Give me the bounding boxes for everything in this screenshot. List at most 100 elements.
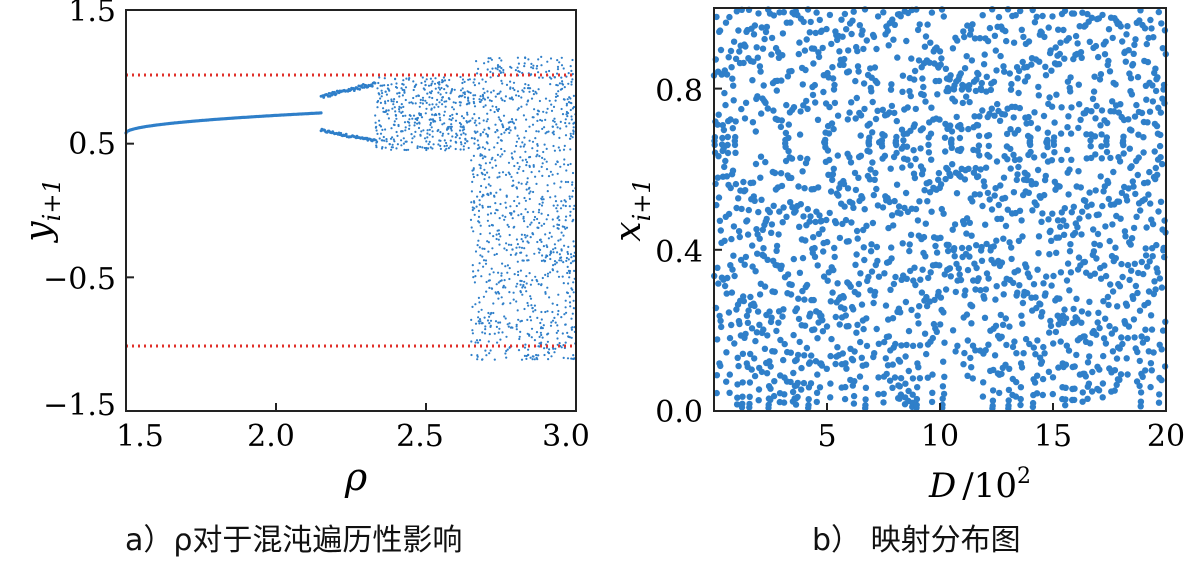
data-point (478, 98, 481, 101)
data-point (502, 286, 505, 289)
data-point (496, 92, 499, 96)
data-point (807, 310, 814, 317)
data-point (1147, 312, 1155, 319)
data-point (714, 121, 721, 128)
data-point (1053, 91, 1060, 98)
data-point (924, 21, 931, 28)
data-point (552, 119, 555, 122)
data-point (1034, 337, 1041, 344)
data-point (484, 328, 487, 331)
data-point (848, 219, 855, 226)
data-point (567, 282, 570, 285)
data-point (1123, 302, 1131, 309)
data-point (559, 256, 562, 260)
data-point (542, 150, 545, 154)
data-point (541, 127, 544, 130)
data-point (1039, 391, 1047, 399)
data-point (1105, 195, 1113, 203)
data-point (979, 12, 986, 19)
data-point (548, 99, 551, 102)
data-point (996, 389, 1003, 397)
data-point (567, 335, 571, 338)
data-point (889, 315, 897, 322)
data-point (385, 140, 388, 143)
data-point (545, 70, 548, 73)
data-point (540, 333, 543, 337)
data-point (992, 296, 999, 303)
data-point (1128, 235, 1136, 242)
data-point (996, 117, 1004, 125)
data-point (509, 253, 512, 256)
data-point (1024, 73, 1031, 80)
data-point (442, 80, 445, 83)
data-point (509, 80, 512, 83)
data-point (727, 47, 735, 55)
data-point (501, 124, 504, 127)
data-point (520, 96, 523, 99)
data-point (467, 78, 470, 81)
data-point (390, 148, 393, 151)
data-point (523, 346, 527, 349)
data-point (403, 90, 406, 94)
data-point (390, 83, 393, 86)
data-point (902, 298, 910, 306)
data-point (800, 213, 807, 220)
data-point (1112, 255, 1120, 262)
data-point (556, 337, 559, 340)
data-point (744, 231, 752, 238)
data-point (386, 113, 389, 116)
data-point (562, 234, 565, 237)
data-point (947, 273, 954, 280)
data-point (1032, 351, 1039, 358)
data-point (723, 378, 730, 385)
data-point (1056, 183, 1063, 190)
data-point (1070, 305, 1077, 313)
data-point (715, 194, 723, 201)
data-point (1135, 269, 1142, 277)
data-point (939, 383, 947, 390)
data-point (404, 129, 407, 132)
data-point (529, 236, 532, 239)
data-point (439, 119, 442, 122)
data-point (1147, 16, 1154, 24)
data-point (479, 132, 482, 136)
data-point (724, 141, 731, 149)
data-point (570, 80, 573, 83)
data-point (816, 16, 823, 24)
data-point (500, 147, 503, 151)
data-point (1064, 146, 1071, 154)
data-point (526, 225, 529, 228)
data-point (923, 350, 930, 358)
data-point (482, 265, 485, 268)
data-point (852, 186, 860, 194)
data-point (479, 95, 482, 98)
data-point (986, 24, 994, 32)
data-point (756, 63, 764, 70)
data-point (438, 116, 441, 119)
data-point (911, 76, 918, 83)
data-point (801, 47, 809, 54)
data-point (426, 129, 429, 132)
data-point (908, 55, 915, 62)
data-point (1090, 226, 1097, 233)
data-point (448, 125, 452, 128)
data-point (937, 321, 944, 328)
data-point (860, 325, 867, 333)
data-point (481, 358, 484, 361)
data-point (479, 100, 482, 103)
data-point (569, 214, 572, 217)
data-point (546, 340, 550, 343)
data-point (533, 108, 536, 111)
data-point (874, 79, 881, 87)
data-point (414, 117, 417, 121)
data-point (954, 37, 961, 44)
data-point (972, 164, 979, 172)
data-point (537, 211, 541, 214)
data-point (1113, 355, 1121, 362)
data-point (535, 67, 538, 70)
data-point (509, 326, 512, 329)
data-point (847, 283, 854, 290)
data-point (499, 71, 503, 74)
data-point (1134, 171, 1142, 179)
data-point (497, 108, 500, 111)
